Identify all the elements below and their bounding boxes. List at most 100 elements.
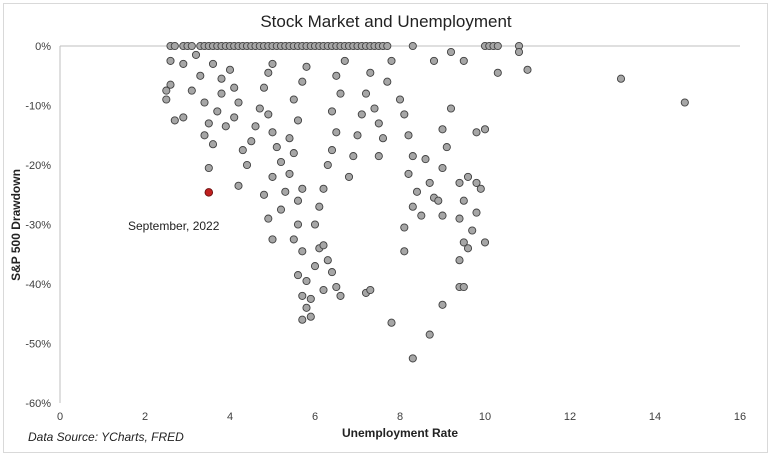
data-point <box>404 169 413 178</box>
data-point <box>162 86 171 95</box>
data-point <box>191 50 201 59</box>
data-point <box>472 208 481 217</box>
x-tick-label: 16 <box>734 411 746 423</box>
data-point <box>459 238 468 247</box>
data-point <box>353 131 362 140</box>
data-point <box>242 160 252 170</box>
data-point <box>268 235 277 244</box>
data-point <box>387 318 396 327</box>
data-point <box>268 128 277 137</box>
source-note: Data Source: YCharts, FRED <box>28 430 184 444</box>
data-point <box>298 184 307 193</box>
data-point <box>217 89 226 98</box>
data-point <box>323 256 332 265</box>
data-point <box>255 104 264 113</box>
data-point <box>187 86 196 95</box>
data-point <box>438 211 447 220</box>
x-tick-label: 0 <box>57 411 63 423</box>
data-points <box>162 41 689 363</box>
data-point <box>459 282 468 292</box>
data-point <box>493 68 502 77</box>
data-point <box>225 65 235 74</box>
data-point <box>221 122 230 131</box>
data-point <box>455 256 464 265</box>
data-point <box>400 223 409 232</box>
data-point <box>349 152 358 161</box>
data-point <box>455 178 464 187</box>
data-point <box>434 196 443 205</box>
data-point <box>208 59 218 68</box>
data-point <box>200 131 209 140</box>
data-point <box>230 113 239 122</box>
data-point <box>332 71 341 80</box>
data-point <box>247 137 256 146</box>
data-point <box>429 56 439 65</box>
data-point <box>293 196 303 205</box>
data-point <box>323 160 332 170</box>
x-tick-label: 2 <box>142 411 148 423</box>
data-point <box>383 77 392 86</box>
data-point <box>238 146 247 155</box>
highlight-label: September, 2022 <box>128 219 220 233</box>
data-point <box>493 41 502 51</box>
data-point <box>306 312 315 321</box>
data-point <box>408 202 417 211</box>
data-point <box>523 65 532 74</box>
data-point <box>395 95 405 104</box>
x-tick-label: 14 <box>649 411 661 423</box>
data-point <box>408 152 417 161</box>
data-point <box>170 41 179 51</box>
x-tick-label: 8 <box>397 411 403 423</box>
data-point <box>208 140 218 149</box>
data-point <box>285 169 294 178</box>
data-point <box>425 178 434 187</box>
data-point <box>332 128 341 137</box>
data-point <box>166 80 175 89</box>
y-tick-label: -10% <box>25 101 51 113</box>
y-tick-label: -40% <box>25 279 51 291</box>
data-point <box>408 41 417 51</box>
data-point <box>361 89 371 98</box>
data-point <box>468 226 477 235</box>
data-point <box>463 172 473 181</box>
data-point <box>289 149 298 158</box>
data-point <box>302 62 311 71</box>
data-point <box>268 172 277 181</box>
data-point <box>374 152 383 161</box>
data-point <box>276 205 286 214</box>
data-point <box>230 83 239 92</box>
data-point <box>327 146 337 155</box>
data-point <box>162 95 171 104</box>
data-point <box>480 125 490 134</box>
data-point <box>310 262 320 271</box>
data-point <box>446 104 456 113</box>
data-point <box>438 125 447 134</box>
data-point <box>425 330 434 339</box>
data-point <box>179 59 188 68</box>
data-point <box>234 181 243 190</box>
y-axis-label: S&P 500 Drawdown <box>9 169 23 281</box>
data-point <box>217 74 226 83</box>
data-point <box>404 131 413 140</box>
data-point <box>204 163 213 173</box>
data-point <box>442 143 451 152</box>
data-point <box>438 300 447 309</box>
data-point <box>332 282 341 292</box>
data-point <box>472 178 481 187</box>
data-point <box>259 83 269 92</box>
data-point <box>472 128 481 137</box>
data-point <box>387 56 396 65</box>
data-point <box>319 241 328 250</box>
data-point <box>298 291 307 300</box>
data-point <box>310 220 320 229</box>
data-point <box>400 110 409 119</box>
data-point <box>196 71 205 80</box>
data-point <box>383 41 392 51</box>
data-point <box>264 110 273 119</box>
data-point <box>340 56 349 65</box>
data-point <box>264 68 273 77</box>
data-point <box>370 104 379 113</box>
data-point <box>302 303 311 312</box>
data-point <box>336 291 345 300</box>
